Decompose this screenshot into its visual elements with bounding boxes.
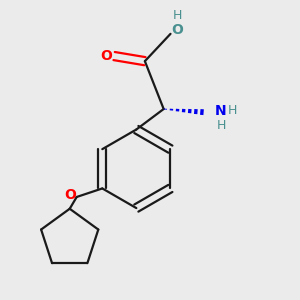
Text: O: O: [64, 188, 76, 202]
Text: H: H: [172, 9, 182, 22]
Text: H: H: [228, 104, 237, 117]
Text: N: N: [215, 104, 226, 118]
Text: O: O: [101, 49, 112, 63]
Text: O: O: [171, 23, 183, 38]
Text: H: H: [217, 119, 226, 132]
